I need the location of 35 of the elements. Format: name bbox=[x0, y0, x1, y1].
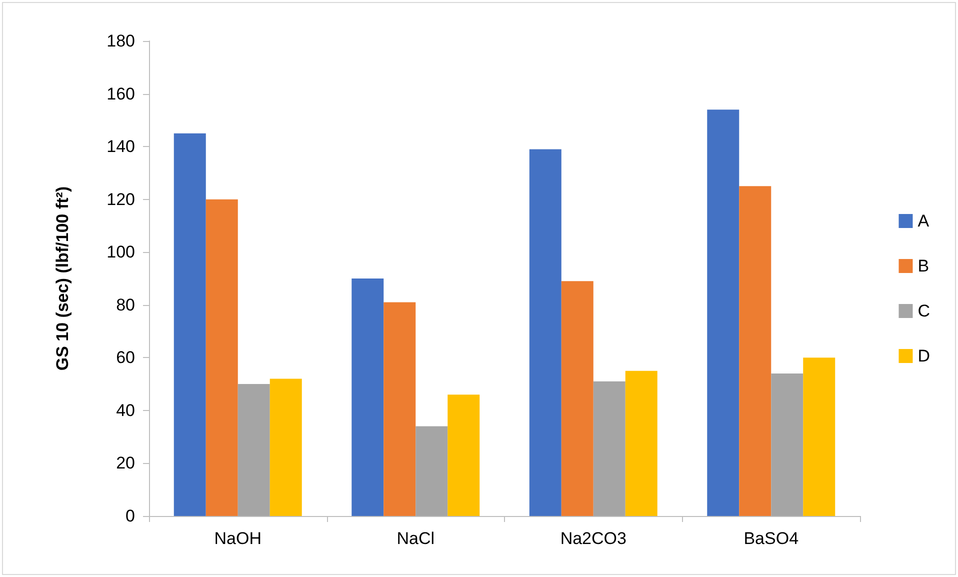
y-tick-label: 60 bbox=[116, 348, 135, 368]
bar bbox=[270, 378, 302, 516]
legend-label: C bbox=[918, 302, 930, 320]
bar bbox=[561, 281, 594, 516]
bar bbox=[238, 384, 270, 516]
bar bbox=[174, 133, 206, 516]
bar bbox=[384, 302, 416, 516]
bar bbox=[529, 149, 562, 516]
bar bbox=[206, 199, 238, 516]
bar bbox=[448, 394, 480, 516]
legend-label: A bbox=[918, 212, 930, 230]
y-tick-label: 140 bbox=[106, 137, 135, 156]
bar bbox=[739, 186, 772, 516]
y-tick-label: 20 bbox=[116, 454, 135, 473]
bar bbox=[593, 381, 626, 516]
y-tick-label: 120 bbox=[106, 190, 135, 209]
y-tick-label: 0 bbox=[126, 506, 135, 526]
legend-label: D bbox=[918, 346, 930, 366]
bar bbox=[771, 374, 804, 516]
y-tick-label: 160 bbox=[106, 84, 135, 104]
x-tick-label: NaOH bbox=[214, 529, 262, 548]
bar bbox=[707, 110, 740, 516]
y-tick-label: 80 bbox=[116, 295, 135, 314]
bar bbox=[352, 278, 384, 516]
bar bbox=[625, 370, 658, 516]
y-tick-label: 180 bbox=[106, 32, 135, 50]
y-tick-label: 40 bbox=[116, 400, 135, 420]
x-tick-label: Na2CO3 bbox=[560, 529, 626, 548]
x-tick-label: BaSO4 bbox=[744, 529, 799, 548]
y-tick-label: 100 bbox=[106, 242, 135, 262]
x-tick-label: NaCl bbox=[396, 529, 435, 548]
bar bbox=[416, 426, 448, 516]
legend-label: B bbox=[918, 256, 930, 276]
y-axis-title: GS 10 (sec) (lbf/100 ft²) bbox=[53, 186, 72, 371]
bar bbox=[803, 358, 836, 516]
